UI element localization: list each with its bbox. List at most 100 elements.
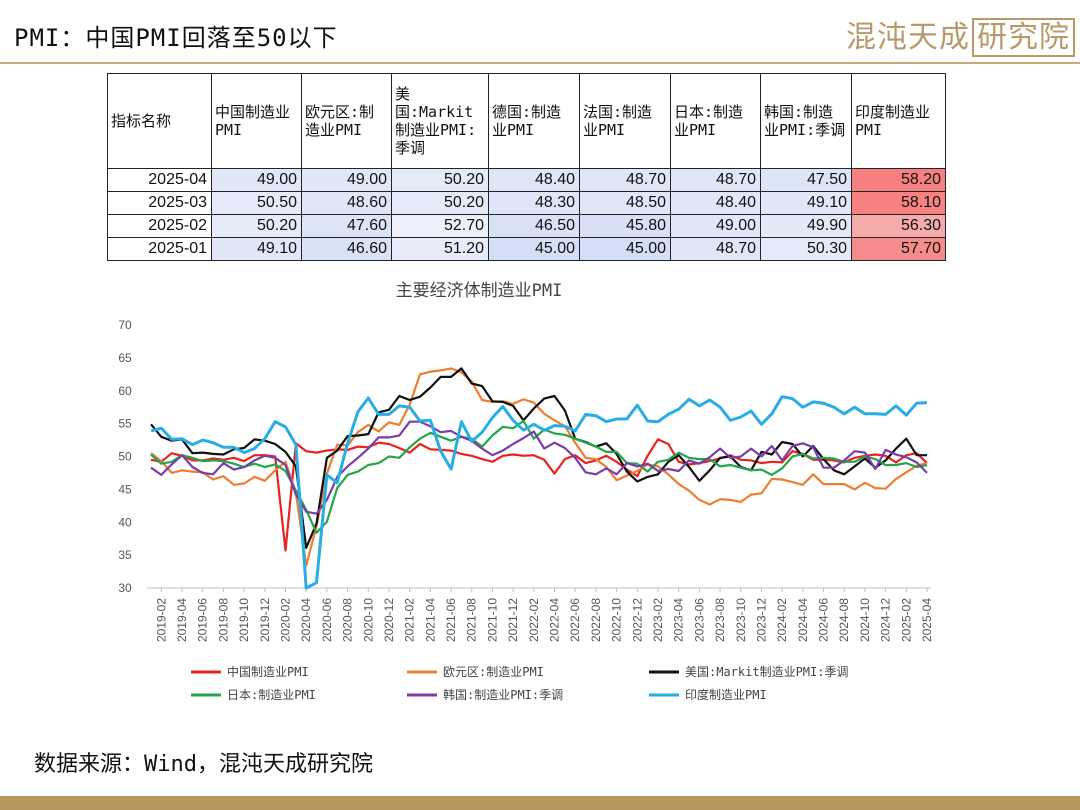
value-cell: 58.10 bbox=[851, 191, 946, 215]
value-cell: 50.20 bbox=[211, 214, 302, 238]
value-cell: 45.80 bbox=[579, 214, 671, 238]
value-cell: 48.30 bbox=[488, 191, 580, 215]
y-tick-label: 60 bbox=[118, 384, 132, 398]
x-tick-label: 2021-04 bbox=[423, 598, 437, 642]
value-cell: 50.50 bbox=[211, 191, 302, 215]
x-tick-label: 2019-04 bbox=[175, 598, 189, 642]
value-cell: 52.70 bbox=[391, 214, 489, 238]
header-cell: 美国:Markit制造业PMI:季调 bbox=[391, 73, 489, 169]
value-cell: 48.40 bbox=[670, 191, 761, 215]
value-cell: 49.00 bbox=[301, 168, 392, 192]
logo-boxed: 研究院 bbox=[972, 18, 1075, 57]
x-tick-label: 2020-06 bbox=[320, 598, 334, 642]
series-line bbox=[150, 438, 928, 552]
value-cell: 48.70 bbox=[579, 168, 671, 192]
series-line bbox=[150, 395, 928, 590]
value-cell: 58.20 bbox=[851, 168, 946, 192]
value-cell: 50.20 bbox=[391, 168, 489, 192]
x-tick-label: 2021-02 bbox=[403, 598, 417, 642]
x-tick-label: 2024-10 bbox=[858, 598, 872, 642]
date-cell: 2025-03 bbox=[107, 191, 212, 215]
value-cell: 49.00 bbox=[211, 168, 302, 192]
value-cell: 49.90 bbox=[760, 214, 852, 238]
value-cell: 48.60 bbox=[301, 191, 392, 215]
x-tick-label: 2023-02 bbox=[651, 598, 665, 642]
x-tick-label: 2020-10 bbox=[361, 598, 375, 642]
x-tick-label: 2019-12 bbox=[258, 598, 272, 642]
date-cell: 2025-04 bbox=[107, 168, 212, 192]
y-tick-label: 50 bbox=[118, 450, 132, 464]
x-tick-label: 2022-12 bbox=[630, 598, 644, 642]
value-cell: 45.00 bbox=[488, 237, 580, 261]
legend-label: 欧元区:制造业PMI bbox=[443, 665, 544, 679]
date-cell: 2025-02 bbox=[107, 214, 212, 238]
x-tick-label: 2024-08 bbox=[837, 598, 851, 642]
x-tick-label: 2023-12 bbox=[754, 598, 768, 642]
x-tick-label: 2020-02 bbox=[279, 598, 293, 642]
logo: 混沌天成 研究院 bbox=[846, 12, 1075, 57]
x-tick-label: 2024-06 bbox=[817, 598, 831, 642]
value-cell: 49.10 bbox=[211, 237, 302, 261]
x-tick-label: 2019-10 bbox=[237, 598, 251, 642]
value-cell: 47.60 bbox=[301, 214, 392, 238]
table-header-row: 指标名称 中国制造业PMI 欧元区:制造业PMI 美国:Markit制造业PMI… bbox=[107, 73, 946, 169]
header-cell: 印度制造业PMI bbox=[851, 73, 946, 169]
x-tick-label: 2024-12 bbox=[879, 598, 893, 642]
x-tick-label: 2023-04 bbox=[672, 598, 686, 642]
value-cell: 45.00 bbox=[579, 237, 671, 261]
legend-label: 美国:Markit制造业PMI:季调 bbox=[685, 665, 848, 679]
header-cell: 指标名称 bbox=[107, 73, 212, 169]
value-cell: 48.40 bbox=[488, 168, 580, 192]
slide-title: PMI：中国PMI回落至50以下 bbox=[14, 24, 338, 52]
x-tick-label: 2024-04 bbox=[796, 598, 810, 642]
x-tick-label: 2019-02 bbox=[154, 598, 168, 642]
value-cell: 50.30 bbox=[760, 237, 852, 261]
legend-label: 印度制造业PMI bbox=[685, 687, 767, 702]
y-tick-label: 35 bbox=[118, 548, 132, 562]
pmi-line-chart: 主要经济体制造业PMI 70 65 60 55 50 45 40 35 30 2019-02 2019… bbox=[107, 263, 945, 716]
legend-label: 日本:制造业PMI bbox=[227, 688, 316, 702]
value-cell: 50.20 bbox=[391, 191, 489, 215]
x-tick-label: 2021-12 bbox=[506, 598, 520, 642]
x-tick-label: 2021-10 bbox=[485, 598, 499, 642]
legend-label: 韩国:制造业PMI:季调 bbox=[443, 687, 563, 702]
series-line bbox=[150, 367, 928, 567]
top-divider bbox=[0, 62, 1080, 64]
table-row: 2025-02 50.20 47.60 52.70 46.50 45.80 49… bbox=[107, 214, 946, 238]
value-cell: 56.30 bbox=[851, 214, 946, 238]
header-cell: 日本:制造业PMI bbox=[670, 73, 761, 169]
bottom-bar bbox=[0, 796, 1080, 810]
table-row: 2025-03 50.50 48.60 50.20 48.30 48.50 48… bbox=[107, 191, 946, 215]
x-tick-label: 2021-06 bbox=[444, 598, 458, 642]
value-cell: 46.60 bbox=[301, 237, 392, 261]
x-tick-label: 2021-08 bbox=[465, 598, 479, 642]
value-cell: 47.50 bbox=[760, 168, 852, 192]
x-tick-label: 2022-02 bbox=[527, 598, 541, 642]
header-cell: 韩国:制造业PMI:季调 bbox=[760, 73, 852, 169]
x-tick-label: 2022-08 bbox=[589, 598, 603, 642]
x-tick-label: 2022-10 bbox=[610, 598, 624, 642]
y-tick-label: 30 bbox=[118, 581, 132, 595]
table-row: 2025-01 49.10 46.60 51.20 45.00 45.00 48… bbox=[107, 237, 946, 261]
x-tick-label: 2025-02 bbox=[899, 598, 913, 642]
source-note: 数据来源：Wind，混沌天成研究院 bbox=[34, 752, 373, 777]
x-tick-label: 2022-04 bbox=[548, 598, 562, 642]
logo-main: 混沌天成 bbox=[846, 20, 970, 55]
x-tick-label: 2020-08 bbox=[341, 598, 355, 642]
value-cell: 51.20 bbox=[391, 237, 489, 261]
y-tick-label: 70 bbox=[118, 318, 132, 332]
x-tick-label: 2019-06 bbox=[196, 598, 210, 642]
chart-svg: 主要经济体制造业PMI 70 65 60 55 50 45 40 35 30 2019-02 2019… bbox=[118, 281, 934, 702]
value-cell: 48.50 bbox=[579, 191, 671, 215]
chart-title: 主要经济体制造业PMI bbox=[396, 281, 563, 301]
table-row: 2025-04 49.00 49.00 50.20 48.40 48.70 48… bbox=[107, 168, 946, 192]
x-tick-label: 2025-04 bbox=[920, 598, 934, 642]
value-cell: 49.10 bbox=[760, 191, 852, 215]
y-tick-label: 40 bbox=[118, 515, 132, 529]
x-tick-label: 2023-10 bbox=[734, 598, 748, 642]
value-cell: 46.50 bbox=[488, 214, 580, 238]
legend-label: 中国制造业PMI bbox=[227, 664, 309, 679]
value-cell: 49.00 bbox=[670, 214, 761, 238]
header-cell: 德国:制造业PMI bbox=[488, 73, 580, 169]
series-line bbox=[150, 419, 928, 534]
